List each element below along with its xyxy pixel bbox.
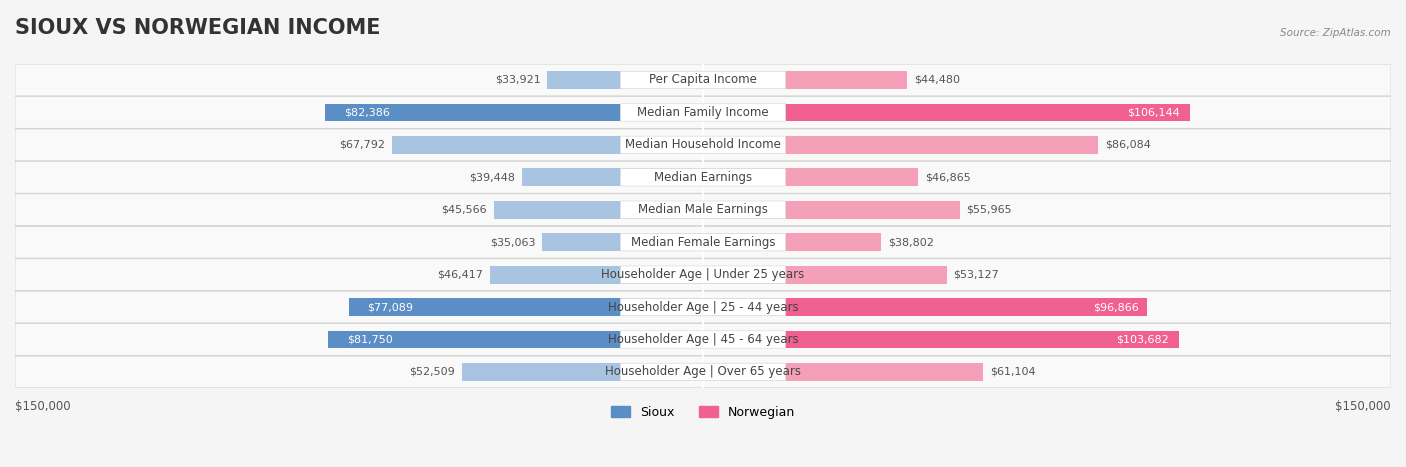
Text: $53,127: $53,127 <box>953 269 1000 280</box>
FancyBboxPatch shape <box>620 201 786 219</box>
Text: $61,104: $61,104 <box>990 367 1036 377</box>
FancyBboxPatch shape <box>620 331 786 348</box>
Text: $81,750: $81,750 <box>347 334 392 345</box>
Text: Householder Age | 45 - 64 years: Householder Age | 45 - 64 years <box>607 333 799 346</box>
FancyBboxPatch shape <box>620 136 786 154</box>
Text: Median Male Earnings: Median Male Earnings <box>638 203 768 216</box>
FancyBboxPatch shape <box>15 97 1391 128</box>
Text: Median Household Income: Median Household Income <box>626 138 780 151</box>
FancyBboxPatch shape <box>620 298 786 316</box>
FancyBboxPatch shape <box>15 129 1391 161</box>
FancyBboxPatch shape <box>15 259 1391 290</box>
Legend: Sioux, Norwegian: Sioux, Norwegian <box>606 401 800 424</box>
Text: $39,448: $39,448 <box>470 172 515 182</box>
FancyBboxPatch shape <box>15 194 1391 226</box>
Bar <box>463 363 703 381</box>
Bar <box>392 136 703 154</box>
Bar <box>522 169 703 186</box>
FancyBboxPatch shape <box>620 234 786 251</box>
FancyBboxPatch shape <box>15 356 1391 388</box>
Text: Householder Age | Under 25 years: Householder Age | Under 25 years <box>602 268 804 281</box>
Bar <box>547 71 703 89</box>
Bar <box>703 104 1189 121</box>
FancyBboxPatch shape <box>620 266 786 283</box>
Bar <box>543 233 703 251</box>
Text: $33,921: $33,921 <box>495 75 540 85</box>
Text: $44,480: $44,480 <box>914 75 960 85</box>
Bar <box>350 298 703 316</box>
Text: $106,144: $106,144 <box>1128 107 1180 117</box>
Text: $96,866: $96,866 <box>1092 302 1139 312</box>
Text: $38,802: $38,802 <box>887 237 934 247</box>
Text: $82,386: $82,386 <box>344 107 389 117</box>
Text: $86,084: $86,084 <box>1105 140 1150 150</box>
Text: Median Earnings: Median Earnings <box>654 171 752 184</box>
Text: $150,000: $150,000 <box>15 399 70 412</box>
Bar <box>703 266 946 283</box>
FancyBboxPatch shape <box>620 363 786 381</box>
Text: Median Female Earnings: Median Female Earnings <box>631 236 775 249</box>
Bar <box>491 266 703 283</box>
Bar <box>703 201 960 219</box>
FancyBboxPatch shape <box>15 324 1391 355</box>
Text: $46,417: $46,417 <box>437 269 484 280</box>
FancyBboxPatch shape <box>15 64 1391 96</box>
FancyBboxPatch shape <box>15 291 1391 323</box>
Bar <box>494 201 703 219</box>
FancyBboxPatch shape <box>15 226 1391 258</box>
Text: Source: ZipAtlas.com: Source: ZipAtlas.com <box>1281 28 1391 38</box>
FancyBboxPatch shape <box>620 104 786 121</box>
Bar <box>703 169 918 186</box>
Text: $46,865: $46,865 <box>925 172 970 182</box>
Text: $67,792: $67,792 <box>339 140 385 150</box>
Text: $77,089: $77,089 <box>367 302 413 312</box>
FancyBboxPatch shape <box>620 169 786 186</box>
FancyBboxPatch shape <box>620 71 786 89</box>
Bar <box>703 136 1098 154</box>
Text: Householder Age | Over 65 years: Householder Age | Over 65 years <box>605 366 801 378</box>
Text: Per Capita Income: Per Capita Income <box>650 73 756 86</box>
Text: Householder Age | 25 - 44 years: Householder Age | 25 - 44 years <box>607 301 799 313</box>
Bar <box>703 298 1147 316</box>
Text: $55,965: $55,965 <box>966 205 1012 215</box>
Bar <box>703 71 907 89</box>
Bar <box>703 331 1178 348</box>
Text: $52,509: $52,509 <box>409 367 456 377</box>
Bar <box>325 104 703 121</box>
Bar <box>703 363 983 381</box>
Text: $150,000: $150,000 <box>1336 399 1391 412</box>
Text: $103,682: $103,682 <box>1116 334 1168 345</box>
Bar <box>703 233 882 251</box>
Text: $45,566: $45,566 <box>441 205 486 215</box>
Bar <box>328 331 703 348</box>
Text: SIOUX VS NORWEGIAN INCOME: SIOUX VS NORWEGIAN INCOME <box>15 18 381 38</box>
Text: $35,063: $35,063 <box>489 237 536 247</box>
Text: Median Family Income: Median Family Income <box>637 106 769 119</box>
FancyBboxPatch shape <box>15 162 1391 193</box>
